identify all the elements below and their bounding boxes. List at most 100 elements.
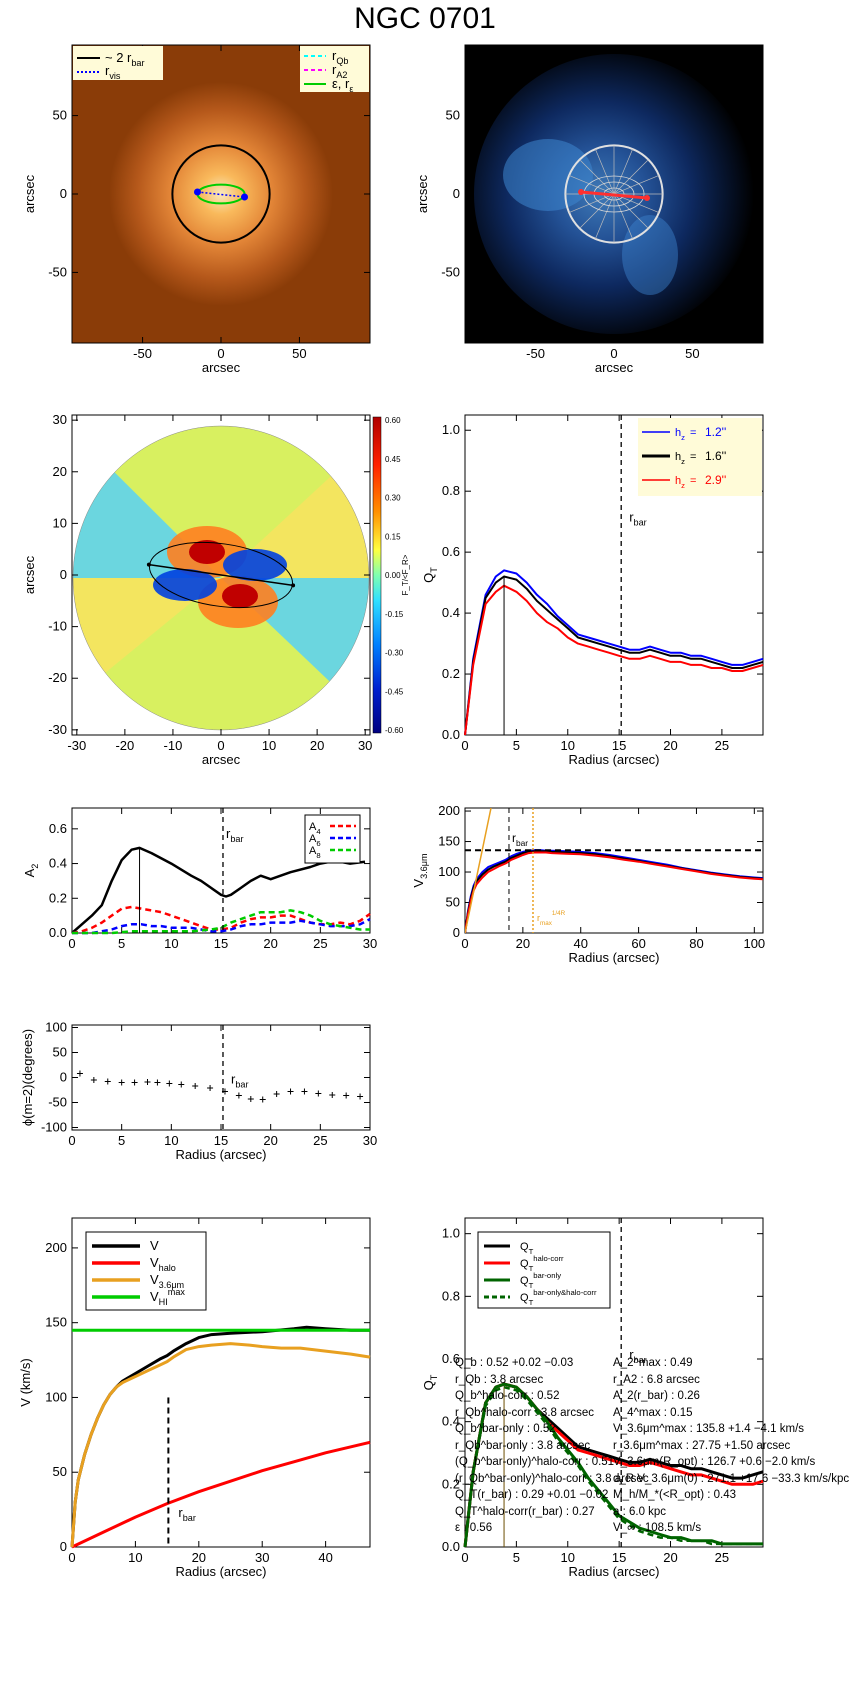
y-tick-label: 1.0	[442, 422, 460, 437]
series-line	[463, 1385, 763, 1548]
legend-label: V	[150, 1238, 159, 1253]
y-tick-label: 0	[60, 567, 67, 582]
legend-label: A8	[309, 845, 321, 860]
x-tick-label: 10	[561, 1550, 575, 1565]
bar-end-marker	[241, 193, 249, 201]
y-axis-label: QT	[421, 567, 439, 583]
p6-frame	[464, 807, 764, 934]
y-tick-label: 50	[446, 108, 460, 123]
rbar-label: rbar	[231, 1072, 249, 1090]
y-tick-label: 0	[453, 186, 460, 201]
y-tick-label: -20	[48, 670, 67, 685]
x-tick-label: 0	[461, 738, 468, 753]
p2-axes: -50 0 50 -50 0 50 arcsec arcsec	[415, 44, 764, 375]
bar-end-marker	[578, 189, 584, 195]
y-tick-label: 30	[53, 412, 67, 427]
series-line	[72, 917, 371, 935]
legend-label: =	[690, 427, 696, 439]
x-tick-label: 0	[217, 346, 224, 361]
heatmap-lobe	[189, 540, 225, 564]
x-tick-label: 15	[214, 936, 228, 951]
param-line: A_2^max : 0.49	[613, 1357, 693, 1369]
bar-end-marker	[644, 195, 650, 201]
colorbar-tick-label: 0.15	[385, 532, 401, 541]
legend-value: 1.6''	[705, 449, 726, 463]
legend-box	[73, 46, 163, 80]
p9-frame	[71, 1217, 371, 1548]
x-tick-label: -50	[133, 346, 152, 361]
heatmap-lobe	[222, 584, 258, 608]
y-tick-label: 150	[438, 834, 460, 849]
x-tick-label: 10	[164, 936, 178, 951]
param-line: r_3.6μm^max : 27.75 +1.50 arcsec	[613, 1439, 791, 1452]
x-tick-label: 0	[461, 936, 468, 951]
p7-axes: 0 5 10 15 20 25 30 100 50 0 -50 -100 Radius (arcsec)…	[20, 1020, 377, 1163]
x-tick-label: 25	[313, 936, 327, 951]
y-tick-label: 0.0	[442, 1539, 460, 1554]
series-line	[71, 1440, 371, 1549]
param-line: r_A2 : 6.8 arcsec	[613, 1373, 700, 1386]
bar-axis	[580, 190, 648, 200]
series-line	[465, 849, 763, 933]
param-line: V_∞ : 108.5 km/s	[613, 1522, 702, 1534]
colorbar-tick-label: -0.45	[385, 687, 404, 696]
heatmap-lobe	[223, 549, 287, 581]
colorbar-tick-label: 0.30	[385, 494, 401, 503]
legend-label: QTbar-only	[520, 1271, 561, 1290]
series-line	[464, 584, 764, 736]
param-line: (r_Qb^bar-only)^halo-corr : 3.8 arcsec	[455, 1472, 649, 1485]
y-tick-label: 0.2	[442, 1476, 460, 1491]
colorbar-tick-label: 0.45	[385, 455, 401, 464]
p10-legend: QTQThalo-corrQTbar-onlyQTbar-only&halo-c…	[477, 1231, 611, 1309]
x-tick-label: 15	[214, 1133, 228, 1148]
param-line: Q_T(r_bar) : 0.29 +0.01 −0.02	[455, 1489, 609, 1501]
legend-label: rQb	[332, 48, 348, 66]
x-tick-label: -20	[115, 738, 134, 753]
x-tick-label: 30	[363, 1133, 377, 1148]
p1-image	[72, 45, 370, 343]
legend-label: ~ 2 rbar	[105, 50, 145, 68]
x-tick-label: 0	[461, 1550, 468, 1565]
y-tick-label: -100	[41, 1120, 67, 1135]
y-tick-label: 10	[53, 515, 67, 530]
y-tick-label: 0.4	[442, 1414, 460, 1429]
x-tick-label: 25	[313, 1133, 327, 1148]
y-tick-label: 0	[60, 1070, 67, 1085]
colorbar-label: F_T/<F_R>	[401, 554, 410, 595]
y-tick-label: -10	[48, 619, 67, 634]
y-tick-label: 0.8	[442, 483, 460, 498]
rbar-label: rbar	[629, 510, 647, 528]
x-tick-label: 10	[561, 738, 575, 753]
p3-axes: -30 -20 -10 0 10 20 30 -30 -20 -10 0 10 20 30 arcsec ar…	[22, 412, 410, 767]
y-tick-label: 50	[53, 1045, 67, 1060]
legend-value: 2.9''	[705, 473, 726, 487]
y-axis-label: ϕ(m=2)(degrees)	[20, 1029, 35, 1126]
p10-axes: 0 5 10 15 20 25 0.0 0.2 0.4 0.6 0.8 1.0 Radius (arcs…	[421, 1217, 764, 1579]
x-tick-label: -10	[164, 738, 183, 753]
legend-label: V3.6μm	[150, 1272, 184, 1290]
y-tick-label: 0	[60, 1539, 67, 1554]
x-axis-label: Radius (arcsec)	[568, 950, 659, 965]
y-tick-label: 200	[45, 1240, 67, 1255]
x-tick-label: 100	[743, 936, 765, 951]
x-axis-label: Radius (arcsec)	[568, 752, 659, 767]
legend-label: hz	[675, 427, 685, 442]
x-tick-label: 60	[631, 936, 645, 951]
param-line: ε : 0.56	[455, 1522, 493, 1534]
bar-end-marker	[291, 583, 296, 588]
y-tick-label: 0.4	[49, 856, 67, 871]
param-line: Q_b^halo-corr : 0.52	[455, 1390, 560, 1402]
param-line: V_3.6μm(R_opt) : 126.7 +0.6 −2.0 km/s	[613, 1456, 816, 1468]
colorbar-tick-label: 0.00	[385, 571, 401, 580]
y-tick-label: -50	[48, 1095, 67, 1110]
p6-series	[465, 808, 763, 933]
x-tick-label: 5	[118, 936, 125, 951]
x-tick-label: 0	[68, 936, 75, 951]
y-tick-label: 0.2	[442, 666, 460, 681]
y-axis-label: arcsec	[22, 555, 37, 594]
rbar-label: rbar	[178, 1505, 196, 1523]
